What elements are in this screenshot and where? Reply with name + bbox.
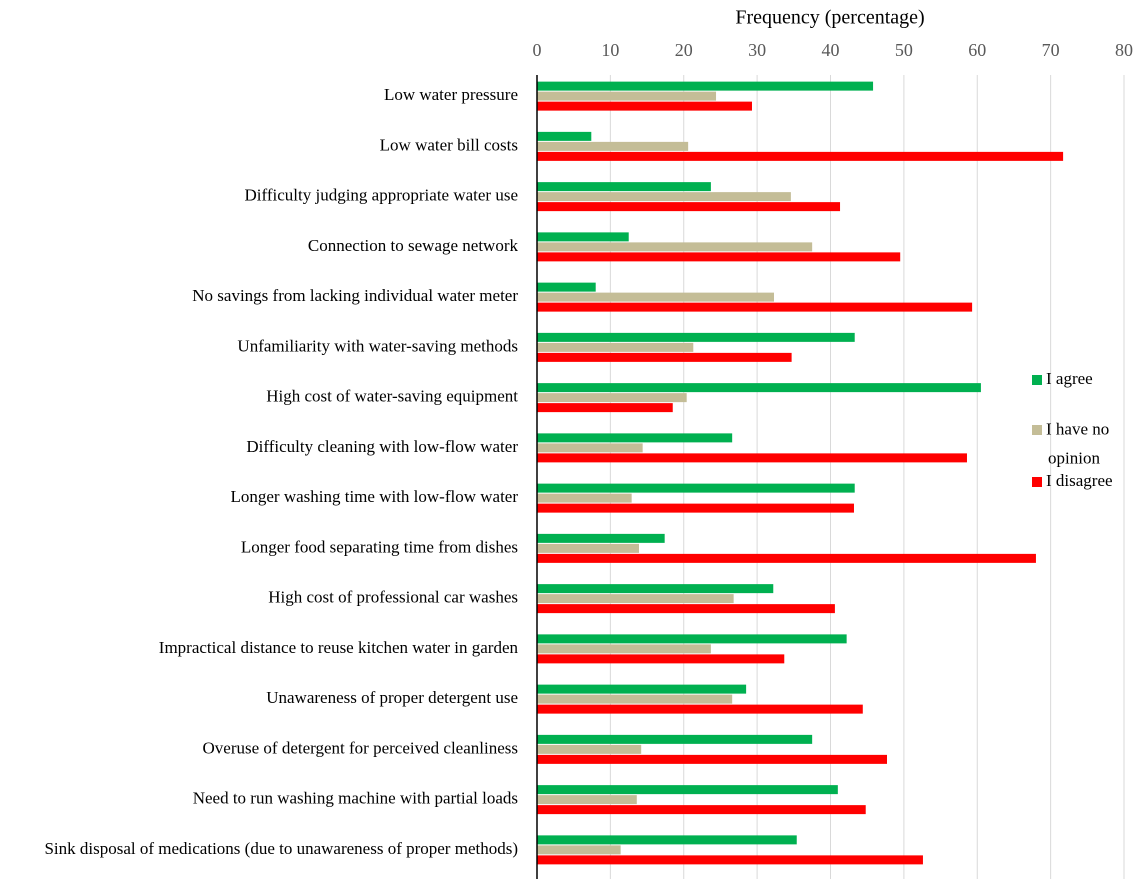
- legend-swatch: [1032, 375, 1042, 385]
- legend-label: I agree: [1046, 369, 1093, 388]
- bar: [537, 242, 813, 252]
- y-tick-label: Impractical distance to reuse kitchen wa…: [159, 638, 519, 657]
- bar: [537, 855, 923, 865]
- bar: [537, 543, 639, 553]
- bar: [537, 704, 863, 714]
- bar: [537, 101, 752, 111]
- legend-swatch: [1032, 477, 1042, 487]
- bar: [537, 644, 711, 654]
- bar: [537, 604, 835, 614]
- bar: [537, 141, 689, 151]
- bar: [537, 403, 673, 413]
- y-tick-label: Connection to sewage network: [308, 236, 519, 255]
- legend-label: I disagree: [1046, 471, 1113, 490]
- bar: [537, 744, 642, 754]
- bar: [537, 182, 711, 192]
- bar: [537, 734, 813, 744]
- y-tick-label: Low water bill costs: [380, 135, 518, 154]
- x-tick-label: 10: [601, 40, 619, 60]
- bar: [537, 332, 855, 342]
- y-tick-label: High cost of professional car washes: [268, 588, 518, 607]
- bar: [537, 443, 643, 453]
- bar: [537, 202, 841, 212]
- bar: [537, 292, 775, 302]
- bar: [537, 393, 687, 403]
- y-tick-label: Longer food separating time from dishes: [241, 537, 518, 556]
- bar: [537, 252, 901, 262]
- bar: [537, 835, 797, 845]
- y-tick-label: No savings from lacking individual water…: [192, 286, 518, 305]
- bar: [537, 795, 637, 805]
- x-tick-label: 30: [748, 40, 766, 60]
- y-tick-label: Unawareness of proper detergent use: [266, 688, 518, 707]
- bar: [537, 81, 874, 91]
- legend-swatch: [1032, 425, 1042, 435]
- y-tick-label: Overuse of detergent for perceived clean…: [203, 738, 518, 757]
- x-tick-label: 80: [1115, 40, 1133, 60]
- bar: [537, 493, 632, 503]
- bar: [537, 91, 717, 101]
- bar: [537, 754, 887, 764]
- x-tick-label: 20: [675, 40, 693, 60]
- y-tick-label: Longer washing time with low-flow water: [230, 487, 518, 506]
- bar: [537, 684, 747, 694]
- bar: [537, 694, 733, 704]
- x-axis-title: Frequency (percentage): [735, 7, 924, 29]
- bar: [537, 634, 847, 644]
- bar: [537, 553, 1036, 563]
- y-tick-label: High cost of water-saving equipment: [266, 387, 518, 406]
- bar: [537, 594, 734, 604]
- x-tick-label: 40: [822, 40, 840, 60]
- bar: [537, 503, 854, 513]
- y-tick-label: Need to run washing machine with partial…: [193, 789, 518, 808]
- y-tick-label: Difficulty cleaning with low-flow water: [246, 437, 518, 456]
- bar: [537, 805, 866, 815]
- y-tick-label: Unfamiliarity with water-saving methods: [237, 336, 518, 355]
- x-tick-label: 60: [968, 40, 986, 60]
- y-tick-label: Difficulty judging appropriate water use: [245, 186, 519, 205]
- bar: [537, 584, 774, 594]
- legend-label: I have no opinion: [1046, 419, 1109, 467]
- bar: [537, 654, 785, 664]
- x-tick-label: 50: [895, 40, 913, 60]
- bar: [537, 785, 838, 795]
- bar: [537, 433, 733, 443]
- bar: [537, 342, 694, 352]
- bar: [537, 352, 792, 362]
- bar: [537, 192, 791, 202]
- bar: [537, 232, 629, 242]
- bar: [537, 483, 855, 493]
- bar: [537, 383, 981, 393]
- bar: [537, 302, 973, 312]
- bar: [537, 131, 592, 141]
- y-tick-label: Low water pressure: [384, 85, 518, 104]
- x-tick-label: 0: [533, 40, 542, 60]
- bar: [537, 845, 621, 855]
- x-tick-label: 70: [1042, 40, 1060, 60]
- bar: [537, 453, 967, 463]
- bar: [537, 533, 665, 543]
- bar: [537, 151, 1064, 161]
- y-tick-label: Sink disposal of medications (due to una…: [44, 839, 518, 858]
- bar: [537, 282, 596, 292]
